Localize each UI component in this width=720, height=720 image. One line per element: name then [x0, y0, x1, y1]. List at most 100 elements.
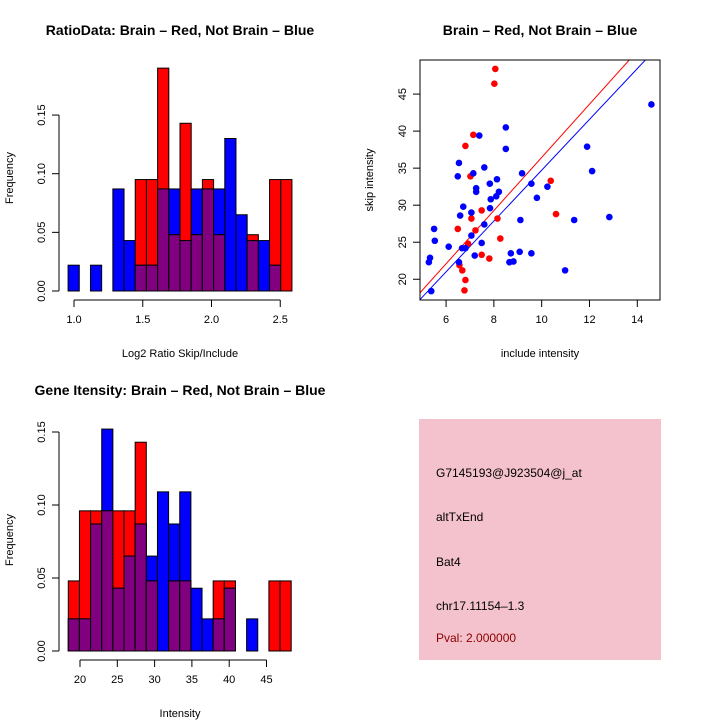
scatter-point-not-brain: [528, 180, 535, 188]
scatter-point-not-brain: [544, 183, 551, 190]
hist2-bar-not-brain: [190, 587, 203, 652]
hist1-x-tick-label: 2.0: [204, 314, 219, 326]
hist2-bar-overlap: [168, 580, 181, 652]
hist1-x-tick-label: 1.5: [135, 314, 150, 326]
hist1-bar-not-brain: [224, 138, 237, 292]
hist2-y-tick-label: 0.15: [36, 421, 48, 442]
hist2-title: Gene Itensity: Brain – Red, Not Brain – …: [35, 382, 326, 398]
info-event-type: altTxEnd: [436, 510, 483, 524]
scatter-point-not-brain: [493, 175, 501, 183]
scatter-point-not-brain: [454, 172, 462, 180]
info-location: chr17.11154–1.3: [436, 599, 525, 613]
scatter-x-tick-label: 8: [491, 314, 497, 326]
scatter-point-brain: [459, 267, 466, 274]
hist2-bar-brain: [268, 580, 281, 652]
scatter-point-not-brain: [455, 258, 463, 266]
scatter-plot-box: [419, 59, 661, 301]
scatter-point-not-brain: [481, 164, 488, 171]
hist1-bar-overlap: [201, 188, 215, 292]
hist2-y-tick-label: 0.10: [36, 494, 48, 515]
hist2-bar-overlap: [101, 510, 114, 652]
scatter-point-not-brain: [570, 216, 578, 224]
scatter-point-not-brain: [456, 212, 464, 219]
hist2-bar-overlap: [67, 618, 80, 652]
scatter-point-not-brain: [533, 194, 541, 202]
hist2-bar-overlap: [212, 618, 225, 652]
scatter-point-brain: [494, 215, 501, 222]
scatter-point-not-brain: [431, 237, 439, 245]
scatter-x-tick-label: 14: [631, 314, 643, 326]
scatter-point-not-brain: [502, 145, 510, 153]
info-pval: Pval: 2.000000: [436, 631, 516, 645]
scatter-point-brain: [470, 131, 477, 139]
hist2-y-tick-label: 0.00: [36, 640, 48, 661]
scatter-point-not-brain: [459, 203, 467, 210]
scatter-point-brain: [547, 177, 555, 185]
scatter-point-not-brain: [606, 213, 613, 221]
scatter-y-tick-label: 45: [397, 88, 409, 100]
scatter-point-brain: [462, 142, 469, 150]
hist2-bar-overlap: [179, 580, 192, 652]
scatter-point-not-brain: [561, 267, 569, 274]
scatter-y-tick-label: 25: [397, 236, 409, 248]
hist2-bar-not-brain: [201, 618, 214, 652]
hist2-x-tick-label: 30: [148, 674, 160, 686]
hist2-x-tick-label: 40: [223, 674, 235, 686]
hist1-bar-brain: [280, 179, 293, 292]
scatter-point-not-brain: [470, 170, 477, 177]
hist1-y-tick-label: 0.15: [36, 104, 48, 125]
scatter-point-brain: [478, 251, 485, 259]
hist1-bar-overlap: [246, 240, 259, 292]
scatter-point-brain: [497, 235, 504, 242]
scatter-point-not-brain: [472, 188, 480, 196]
scatter-point-brain: [491, 80, 498, 88]
scatter-y-tick-label: 40: [397, 125, 409, 137]
hist1-bar-overlap: [168, 234, 181, 292]
scatter-point-not-brain: [588, 167, 596, 175]
scatter-point-not-brain: [468, 232, 475, 239]
hist1-y-tick-label: 0.05: [36, 222, 48, 243]
scatter-point-not-brain: [468, 209, 475, 216]
scatter-point-not-brain: [430, 225, 438, 233]
hist1-bar-not-brain: [123, 240, 136, 292]
hist2-bar-not-brain: [246, 618, 259, 652]
hist1-bar-not-brain: [257, 240, 271, 292]
scatter-point-not-brain: [481, 221, 488, 228]
hist2-x-tick-label: 45: [260, 674, 272, 686]
hist2-x-tick-label: 25: [111, 674, 123, 686]
hist1-bar-not-brain: [67, 264, 80, 292]
hist2-bar-brain: [279, 580, 292, 652]
scatter-fit-line-brain: [420, 60, 630, 294]
scatter-point-not-brain: [517, 216, 524, 224]
hist1-bar-overlap: [190, 234, 203, 292]
hist2-ylabel: Frequency: [4, 514, 16, 566]
scatter-y-tick-label: 35: [397, 162, 409, 174]
hist2-bar-overlap: [223, 587, 236, 652]
scatter-x-tick-label: 10: [536, 314, 548, 326]
scatter-xlabel: include intensity: [501, 348, 580, 360]
scatter-point-brain: [472, 227, 479, 234]
hist2-bar-not-brain: [156, 491, 170, 652]
scatter-point-not-brain: [518, 170, 526, 177]
scatter-y-tick-label: 20: [397, 273, 409, 285]
scatter-point-not-brain: [486, 180, 494, 188]
info-gene: Bat4: [436, 555, 461, 569]
hist1-x-tick-label: 2.5: [273, 314, 288, 326]
hist1-y-tick-label: 0.00: [36, 280, 48, 301]
scatter-point-not-brain: [510, 258, 517, 265]
hist2-xlabel: Intensity: [160, 708, 201, 720]
scatter-x-tick-label: 12: [583, 314, 595, 326]
scatter-point-not-brain: [425, 258, 433, 266]
scatter-point-not-brain: [471, 252, 479, 259]
scatter-title: Brain – Red, Not Brain – Blue: [443, 22, 638, 38]
hist2-bar-overlap: [134, 523, 147, 652]
hist1-bar-overlap: [269, 264, 282, 292]
hist1-x-tick-label: 1.0: [66, 314, 81, 326]
scatter-point-brain: [552, 210, 560, 218]
hist2-bar-overlap: [145, 580, 158, 652]
hist1-bar-not-brain: [89, 264, 103, 292]
hist2-y-tick-label: 0.05: [36, 567, 48, 588]
info-panel: [419, 419, 661, 660]
scatter-point-not-brain: [583, 143, 591, 150]
